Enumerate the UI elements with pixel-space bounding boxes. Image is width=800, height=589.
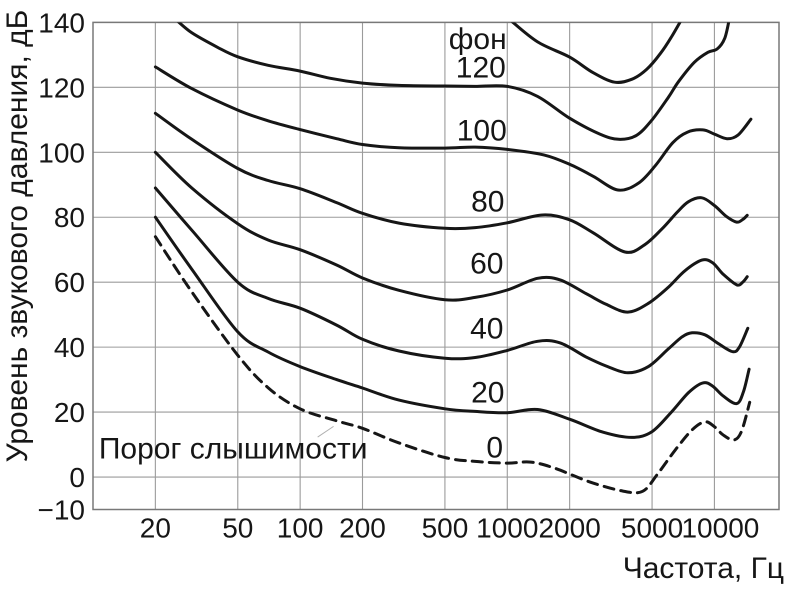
x-tick-200: 200 [339, 513, 386, 544]
loudness-curves [153, 22, 753, 495]
curve-phon-120 [176, 22, 731, 141]
y-tick-120: 120 [38, 72, 85, 103]
y-tick-40: 40 [54, 332, 85, 363]
curve-phon-0-threshold [153, 235, 752, 495]
y-tick-−10: −10 [38, 495, 86, 526]
curve-phon-100 [153, 65, 753, 192]
x-tick-500: 500 [422, 513, 469, 544]
curve-label-40: 40 [470, 312, 503, 345]
phon-unit-label: фон [449, 23, 507, 56]
y-tick-0: 0 [69, 462, 85, 493]
curve-phon-20 [153, 215, 751, 439]
curve-label-60: 60 [470, 248, 503, 281]
x-tick-100: 100 [277, 513, 324, 544]
threshold-of-hearing-label: Порог слышимости [99, 432, 368, 465]
curve-label-120: 120 [456, 52, 506, 85]
y-axis-title: Уровень звукового давления, дБ [1, 10, 34, 463]
x-tick-50: 50 [222, 513, 253, 544]
y-tick-60: 60 [54, 267, 85, 298]
y-tick-20: 20 [54, 397, 85, 428]
x-axis-title: Частота, Гц [623, 552, 784, 585]
curve-phon-60 [153, 150, 749, 314]
curve-phon-140-unlabeled [510, 22, 682, 84]
threshold-leader-line [317, 425, 334, 438]
y-tick-80: 80 [54, 202, 85, 233]
y-tick-140: 140 [38, 7, 85, 38]
curve-labels: 120 100 80 60 40 20 0 фон Порог слышимости [99, 23, 507, 465]
x-tick-5000: 5000 [621, 513, 683, 544]
y-tick-100: 100 [38, 137, 85, 168]
x-tick-2000: 2000 [538, 513, 600, 544]
curve-phon-80 [153, 111, 749, 254]
curve-label-100: 100 [457, 114, 507, 147]
x-tick-1000: 1000 [476, 513, 538, 544]
curve-label-0: 0 [486, 432, 503, 465]
x-tick-10000: 10000 [681, 513, 759, 544]
plot-frame [92, 21, 780, 511]
y-axis-tick-labels: −100 20 40 60 80 100 120 140 [38, 7, 86, 525]
x-tick-20: 20 [140, 513, 171, 544]
curve-label-20: 20 [471, 376, 504, 409]
curve-phon-40 [153, 186, 750, 375]
curve-label-80: 80 [471, 185, 504, 218]
